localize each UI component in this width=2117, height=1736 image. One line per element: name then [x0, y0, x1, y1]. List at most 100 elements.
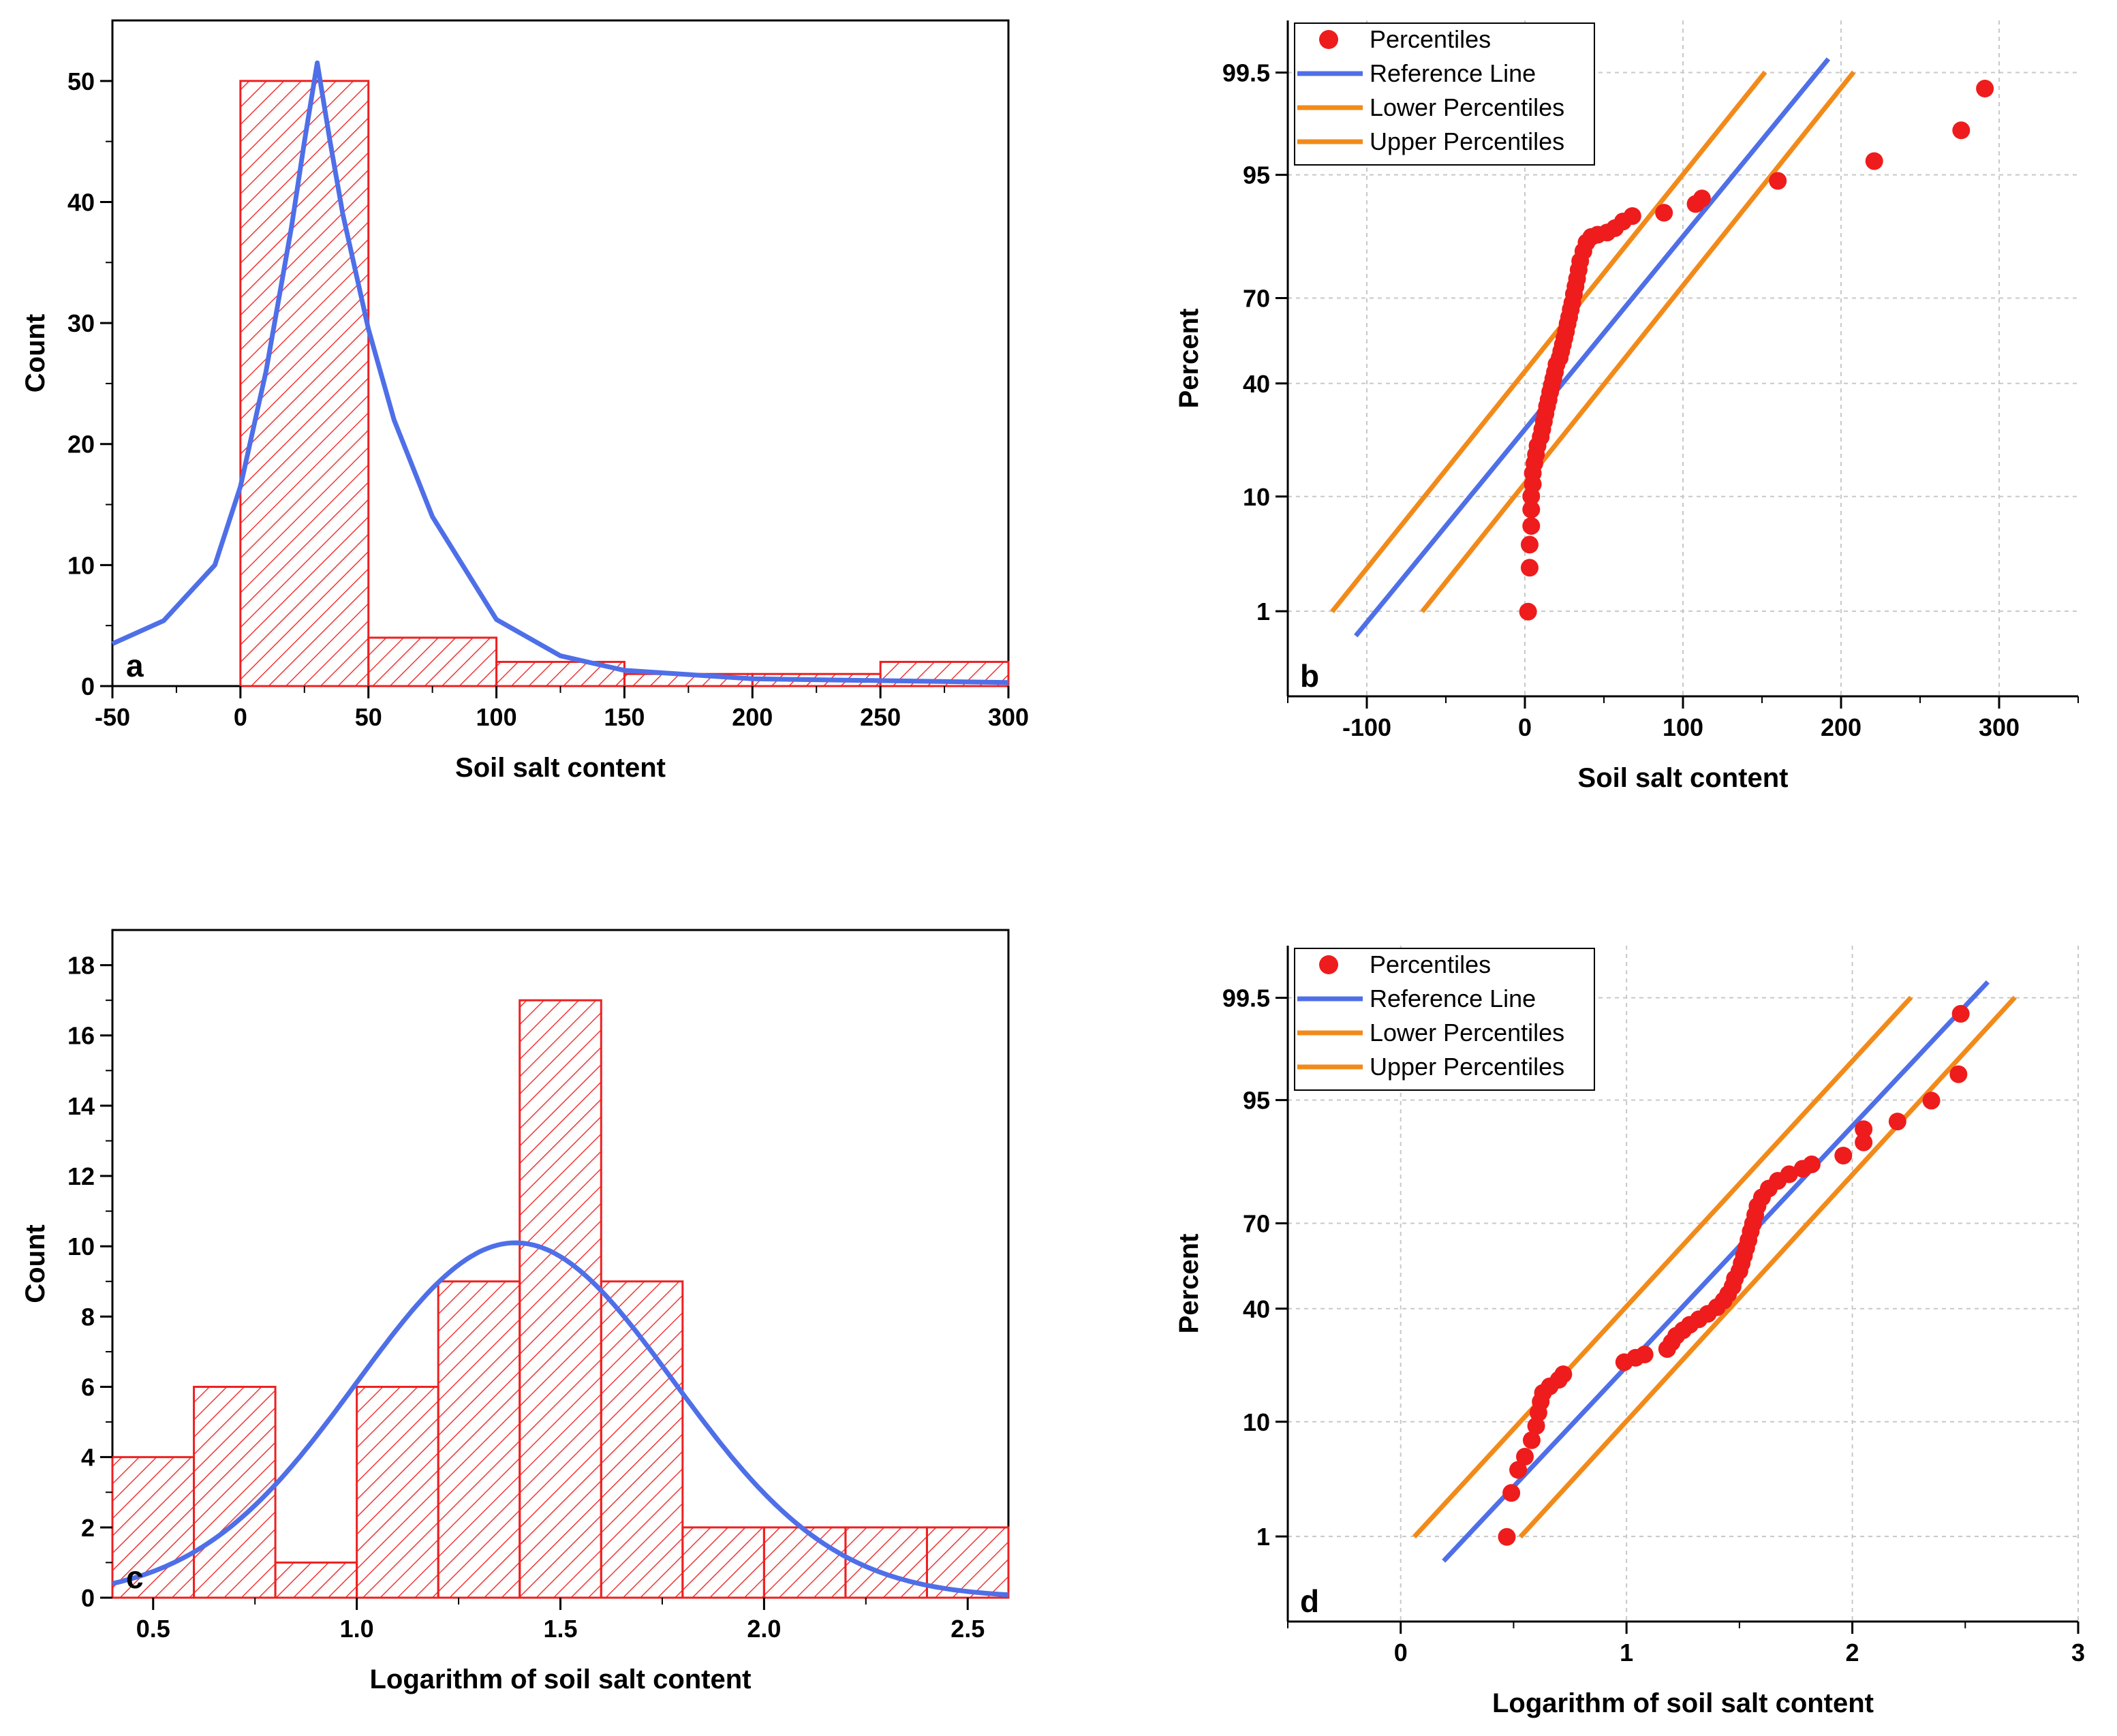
- histogram-bar: [356, 1386, 439, 1599]
- y-tick-label: 95: [1243, 1087, 1270, 1115]
- histogram-bar: [239, 80, 370, 687]
- percentile-point: [1498, 1528, 1516, 1546]
- y-tick-label: 0: [81, 672, 95, 700]
- x-axis-label: Logarithm of soil salt content: [369, 1664, 751, 1694]
- x-tick-label: 2.5: [951, 1615, 985, 1643]
- percentile-point: [1655, 204, 1673, 222]
- histogram-bar: [111, 1456, 196, 1599]
- histogram-bar: [274, 1561, 358, 1599]
- y-tick-label: 18: [67, 952, 95, 980]
- x-tick-label: 150: [604, 703, 645, 731]
- y-tick-label: 40: [1243, 1295, 1270, 1323]
- x-tick-label: 0: [1394, 1639, 1408, 1667]
- y-tick-label: 1: [1256, 1523, 1270, 1551]
- percentile-point: [1527, 1416, 1545, 1435]
- percentile-point: [1623, 207, 1641, 226]
- x-tick-label: 300: [988, 703, 1029, 731]
- percentile-point: [1635, 1346, 1654, 1364]
- x-tick-label: 2.0: [747, 1615, 781, 1643]
- percentile-point: [1522, 500, 1541, 518]
- y-tick-label: 10: [1243, 1408, 1270, 1436]
- y-tick-label: 50: [67, 67, 95, 95]
- percentile-point: [1520, 536, 1539, 554]
- legend-marker-percentiles: [1319, 955, 1338, 974]
- panel-label: c: [126, 1560, 144, 1595]
- percentile-point: [1855, 1120, 1873, 1138]
- histogram-bar: [437, 1280, 521, 1599]
- panel-b-probability-plot: -100 0 100 200 300 1 10 40 70 95 99.5 Percentiles Re…: [1174, 20, 2079, 793]
- y-tick-label: 4: [81, 1444, 95, 1472]
- x-tick-label: 0.5: [136, 1615, 170, 1643]
- percentile-point: [1855, 1133, 1873, 1151]
- percentile-point: [1865, 152, 1883, 170]
- percentile-point: [1949, 1065, 1968, 1083]
- x-axis-label: Soil salt content: [455, 753, 666, 783]
- histogram-bar: [519, 999, 602, 1599]
- x-tick-label: 250: [860, 703, 901, 731]
- y-tick-label: 40: [1243, 370, 1270, 398]
- histogram-bar: [600, 1280, 684, 1599]
- percentile-point: [1780, 1165, 1798, 1183]
- y-tick-label: 95: [1243, 161, 1270, 189]
- x-tick-label: 2: [1846, 1639, 1859, 1667]
- percentile-point: [1554, 1365, 1573, 1384]
- histogram-bar: [681, 1526, 765, 1599]
- legend-label: Upper Percentiles: [1370, 1053, 1564, 1081]
- lower-percentiles-line: [1330, 70, 1767, 613]
- percentile-point: [1522, 516, 1541, 535]
- y-axis-label: Count: [20, 314, 50, 393]
- percentile-point: [1509, 1461, 1528, 1479]
- y-tick-label: 40: [67, 188, 95, 216]
- percentile-point: [1922, 1091, 1941, 1110]
- legend-label: Upper Percentiles: [1370, 127, 1564, 155]
- legend-label: Percentiles: [1370, 25, 1491, 53]
- percentile-point: [1951, 1005, 1970, 1023]
- x-tick-label: -100: [1342, 713, 1391, 741]
- legend-label: Percentiles: [1370, 950, 1491, 978]
- y-tick-label: 99.5: [1222, 59, 1270, 87]
- panel-label: a: [126, 648, 144, 683]
- x-tick-label: 3: [2071, 1639, 2085, 1667]
- y-axis-label: Count: [20, 1224, 50, 1303]
- upper-percentiles-line: [1518, 995, 2017, 1539]
- percentile-point: [1834, 1147, 1853, 1165]
- x-tick-label: 200: [1821, 713, 1861, 741]
- legend-label: Reference Line: [1370, 985, 1536, 1012]
- y-tick-label: 10: [1243, 483, 1270, 511]
- panel-label: d: [1300, 1583, 1319, 1619]
- x-tick-label: 0: [234, 703, 247, 731]
- legend-label: Lower Percentiles: [1370, 1019, 1564, 1047]
- y-tick-label: 20: [67, 431, 95, 459]
- percentile-point: [1888, 1113, 1906, 1131]
- upper-percentiles-line: [1420, 70, 1856, 613]
- x-axis-label: Logarithm of soil salt content: [1492, 1688, 1874, 1718]
- x-tick-label: 100: [476, 703, 517, 731]
- percentile-point: [1502, 1484, 1521, 1502]
- fit-curve: [111, 60, 1009, 685]
- x-axis-label: Soil salt content: [1578, 763, 1789, 793]
- reference-line: [1354, 57, 1831, 638]
- percentile-point: [1693, 189, 1711, 208]
- x-tick-label: 300: [1979, 713, 2020, 741]
- percentile-point: [1519, 602, 1537, 621]
- y-tick-label: 70: [1243, 284, 1270, 312]
- y-tick-label: 0: [81, 1584, 95, 1612]
- percentile-point: [1769, 172, 1787, 190]
- percentile-point: [1952, 121, 1971, 140]
- x-tick-label: 100: [1663, 713, 1703, 741]
- x-tick-label: -50: [95, 703, 130, 731]
- x-tick-label: 1.0: [340, 1615, 374, 1643]
- y-tick-label: 10: [67, 551, 95, 579]
- histogram-bar: [367, 636, 498, 687]
- histogram-bar: [762, 1526, 847, 1599]
- y-axis-label: Percent: [1174, 309, 1204, 409]
- y-tick-label: 8: [81, 1303, 95, 1331]
- panel-d-probability-plot: 0 1 2 3 1 10 40 70 95 99.5 Percentiles Reference Li…: [1174, 946, 2085, 1718]
- percentile-point: [1516, 1448, 1534, 1466]
- panel-c-histogram: 0.5 1.0 1.5 2.0 2.5 0 2 4 6 8 10 12 14 16 18 Logarithm …: [20, 929, 1010, 1694]
- panel-label: b: [1300, 658, 1319, 694]
- y-tick-label: 12: [67, 1162, 95, 1190]
- y-tick-label: 16: [67, 1022, 95, 1050]
